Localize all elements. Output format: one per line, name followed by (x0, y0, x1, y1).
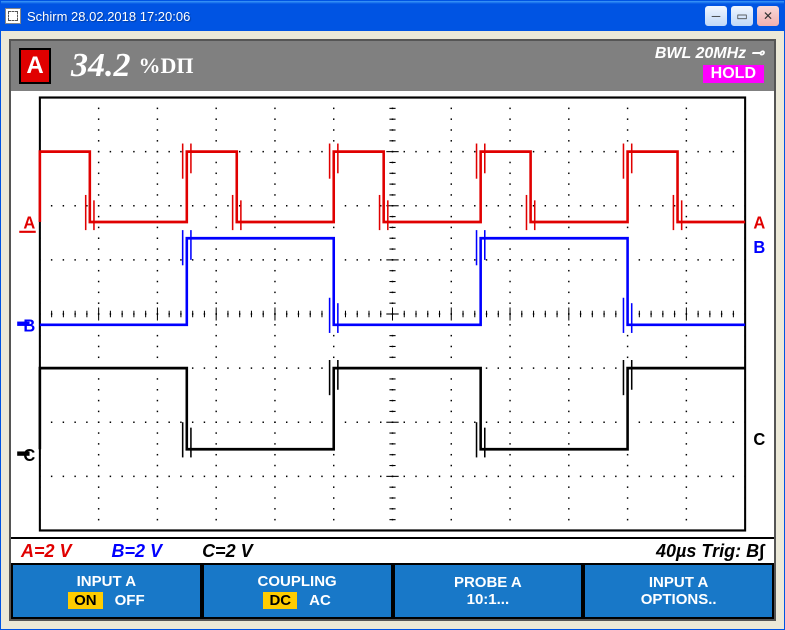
scope-topbar: A 34.2 %DП BWL 20MHz ⊸ HOLD (11, 41, 774, 91)
bandwidth-limit: BWL 20MHz ⊸ (655, 43, 764, 63)
status-channel-a: A=2 V (21, 541, 72, 562)
scope-statusbar: A=2 V B=2 V C=2 V 40µs Trig: B∫ (11, 537, 774, 563)
softkey-value: OPTIONS.. (641, 591, 717, 608)
duty-cycle-unit: %DП (139, 53, 194, 79)
softkey-input-a-options[interactable]: INPUT A OPTIONS.. (585, 565, 772, 617)
svg-text:A: A (753, 213, 765, 233)
softkey-label: INPUT A (77, 573, 136, 590)
window-title: Schirm 28.02.2018 17:20:06 (27, 9, 704, 24)
window-buttons: ─ ▭ ✕ (704, 5, 780, 27)
softkey-opt-selected: DC (263, 592, 297, 609)
softkey-label: PROBE A (454, 574, 522, 591)
channel-badge: A (19, 48, 51, 84)
softkey-label: COUPLING (258, 573, 337, 590)
waveform-plot-area: ABCABC (11, 91, 774, 537)
softkey-bar: INPUT A ON OFF COUPLING DC AC PROBE A 10… (11, 563, 774, 619)
close-button[interactable]: ✕ (756, 5, 780, 27)
svg-text:B: B (753, 237, 765, 257)
status-channel-c: C=2 V (202, 541, 253, 562)
softkey-coupling[interactable]: COUPLING DC AC (204, 565, 391, 617)
status-channel-b: B=2 V (112, 541, 163, 562)
svg-text:C: C (753, 430, 765, 450)
softkey-opt-unselected: OFF (115, 592, 145, 609)
softkey-label: INPUT A (649, 574, 708, 591)
svg-text:A: A (23, 213, 35, 233)
app-icon (5, 8, 21, 24)
window-content: A 34.2 %DП BWL 20MHz ⊸ HOLD ABCABC A=2 V… (1, 31, 784, 629)
softkey-opt-unselected: AC (309, 592, 331, 609)
duty-cycle-value: 34.2 (71, 47, 131, 85)
softkey-value: 10:1... (467, 591, 510, 608)
softkey-opt-selected: ON (68, 592, 103, 609)
status-trigger: 40µs Trig: B∫ (656, 541, 764, 562)
waveform-plot: ABCABC (11, 91, 774, 537)
app-window: Schirm 28.02.2018 17:20:06 ─ ▭ ✕ A 34.2 … (0, 0, 785, 630)
softkey-probe-a[interactable]: PROBE A 10:1... (395, 565, 582, 617)
softkey-options: ON OFF (68, 592, 145, 609)
oscilloscope-screen: A 34.2 %DП BWL 20MHz ⊸ HOLD ABCABC A=2 V… (9, 39, 776, 621)
maximize-button[interactable]: ▭ (730, 5, 754, 27)
window-titlebar[interactable]: Schirm 28.02.2018 17:20:06 ─ ▭ ✕ (1, 1, 784, 31)
softkey-input-a[interactable]: INPUT A ON OFF (13, 565, 200, 617)
minimize-button[interactable]: ─ (704, 5, 728, 27)
hold-badge: HOLD (703, 65, 764, 83)
topbar-right: BWL 20MHz ⊸ HOLD (655, 43, 764, 83)
softkey-options: DC AC (263, 592, 330, 609)
